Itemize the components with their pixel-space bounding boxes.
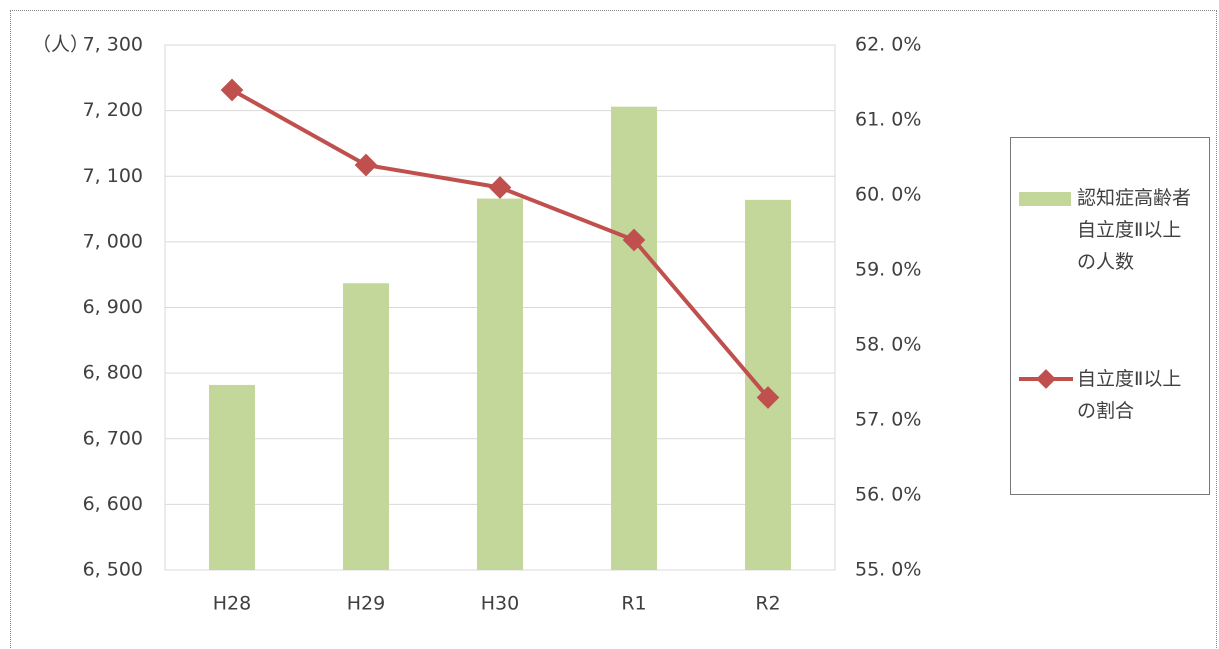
- y2-tick-label: 58. 0%: [855, 334, 921, 356]
- x-tick-label: H30: [481, 593, 519, 615]
- bar: [611, 106, 657, 570]
- x-tick-label: R2: [755, 593, 780, 615]
- frame: [10, 10, 1217, 649]
- legend-label: 自立度Ⅱ以上の割合: [1077, 368, 1182, 422]
- y-tick-label: 6, 900: [83, 296, 143, 318]
- legend: 認知症高齢者自立度Ⅱ以上の人数 自立度Ⅱ以上の割合: [1010, 137, 1210, 495]
- x-tick-label: R1: [621, 593, 646, 615]
- bar: [745, 199, 791, 570]
- marker: [354, 153, 378, 177]
- marker: [756, 386, 780, 409]
- bar: [343, 283, 389, 570]
- x-tick-label: H28: [213, 593, 251, 615]
- y-tick-label: 6, 700: [83, 427, 143, 449]
- y2-tick-label: 62. 0%: [855, 34, 921, 56]
- y-tick-label: 7, 000: [83, 230, 143, 252]
- x-tick-label: H29: [347, 593, 385, 615]
- legend-item: 認知症高齢者自立度Ⅱ以上の人数: [1019, 182, 1209, 278]
- marker: [488, 176, 512, 199]
- legend-item: 自立度Ⅱ以上の割合: [1019, 363, 1209, 427]
- y2-tick-label: 55. 0%: [855, 559, 921, 581]
- y-tick-label: 7, 300: [83, 34, 143, 56]
- legend-swatch: [1019, 369, 1073, 389]
- y-tick-label: 6, 600: [83, 493, 143, 515]
- bar: [477, 198, 523, 570]
- y-tick-label: 7, 200: [83, 99, 143, 121]
- y2-tick-label: 60. 0%: [855, 184, 921, 206]
- y2-tick-label: 57. 0%: [855, 409, 921, 431]
- y2-tick-label: 59. 0%: [855, 259, 921, 281]
- marker: [220, 78, 244, 102]
- bar: [209, 384, 255, 570]
- y2-tick-label: 56. 0%: [855, 484, 921, 506]
- y2-tick-label: 61. 0%: [855, 109, 921, 131]
- y-unit-label: （人）: [32, 34, 89, 56]
- legend-label: 認知症高齢者自立度Ⅱ以上の人数: [1077, 187, 1192, 273]
- y-tick-label: 7, 100: [83, 165, 143, 187]
- y-tick-label: 6, 800: [83, 362, 143, 384]
- legend-swatch: [1019, 192, 1071, 206]
- y-tick-label: 6, 500: [83, 559, 143, 581]
